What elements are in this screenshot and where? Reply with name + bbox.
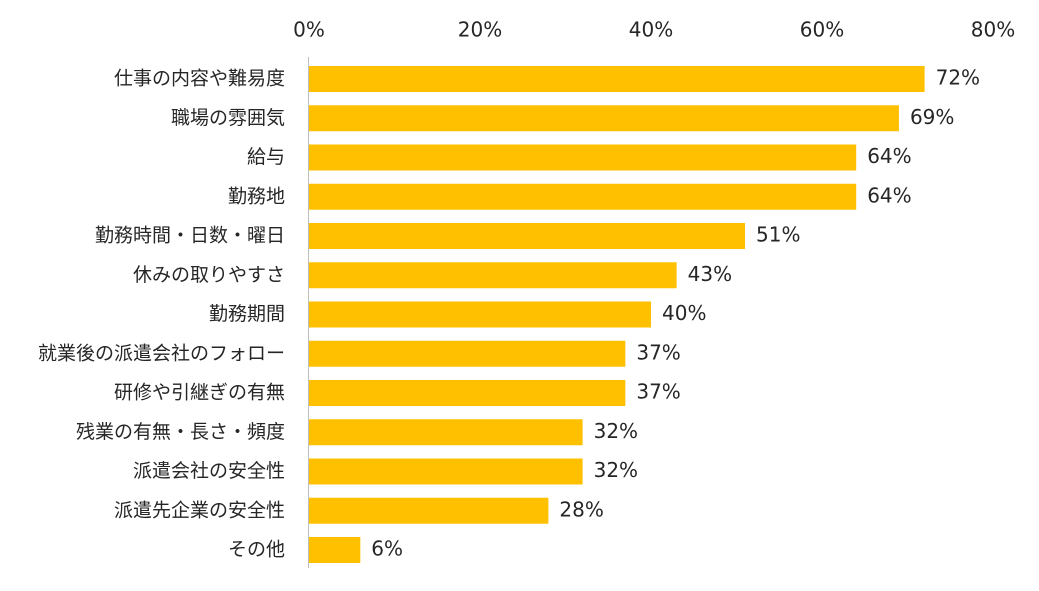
category-label-7: 就業後の派遣会社のフォロー (38, 342, 285, 364)
value-label-12: 6% (371, 537, 403, 561)
value-label-4: 51% (756, 223, 800, 247)
bars-group (309, 66, 925, 563)
value-label-0: 72% (936, 66, 980, 90)
category-label-4: 勤務時間・日数・曜日 (95, 225, 285, 247)
value-label-7: 37% (636, 340, 680, 364)
value-labels: 72% 69% 64% 64% 51% 43% 40% 37% 37% 32% 32% 28% 6% (371, 66, 980, 561)
category-label-5: 休みの取りやすさ (133, 264, 285, 286)
bar-7 (309, 340, 626, 367)
category-label-10: 派遣会社の安全性 (133, 460, 285, 482)
bar-6 (309, 301, 651, 328)
bar-3 (309, 183, 857, 210)
category-labels: 仕事の内容や難易度職場の雰囲気給与勤務地勤務時間・日数・曜日休みの取りやすさ勤務… (38, 68, 285, 561)
category-label-3: 勤務地 (228, 185, 285, 207)
bar-0 (309, 66, 925, 92)
category-label-2: 給与 (247, 146, 285, 168)
bar-4 (309, 223, 746, 249)
value-label-5: 43% (688, 262, 732, 286)
category-label-1: 職場の雰囲気 (171, 107, 285, 129)
value-label-9: 32% (594, 419, 638, 443)
value-label-8: 37% (636, 380, 680, 404)
value-label-10: 32% (594, 458, 638, 482)
bar-11 (309, 497, 549, 524)
category-label-8: 研修や引継ぎの有無 (114, 382, 285, 404)
bar-12 (309, 537, 361, 563)
bar-1 (309, 105, 899, 132)
category-label-11: 派遣先企業の安全性 (114, 499, 285, 521)
category-label-12: その他 (228, 539, 285, 561)
value-label-1: 69% (910, 105, 954, 129)
x-tick-label-60: 60% (800, 18, 844, 42)
x-tick-label-0: 0% (293, 18, 325, 42)
category-label-6: 勤務期間 (209, 303, 285, 325)
bar-9 (309, 419, 583, 446)
value-label-3: 64% (867, 183, 911, 207)
bar-8 (309, 380, 626, 406)
value-label-6: 40% (662, 301, 706, 325)
value-label-11: 28% (559, 497, 603, 521)
category-label-9: 残業の有無・長さ・頻度 (76, 421, 285, 443)
bar-5 (309, 262, 677, 289)
x-tick-label-20: 20% (458, 18, 502, 42)
x-tick-label-80: 80% (971, 18, 1015, 42)
bar-10 (309, 458, 583, 485)
x-tick-label-40: 40% (629, 18, 673, 42)
value-label-2: 64% (867, 144, 911, 168)
x-axis-ticks: 0% 20% 40% 60% 80% (293, 18, 1015, 42)
category-label-0: 仕事の内容や難易度 (114, 68, 285, 90)
bar-2 (309, 144, 857, 171)
